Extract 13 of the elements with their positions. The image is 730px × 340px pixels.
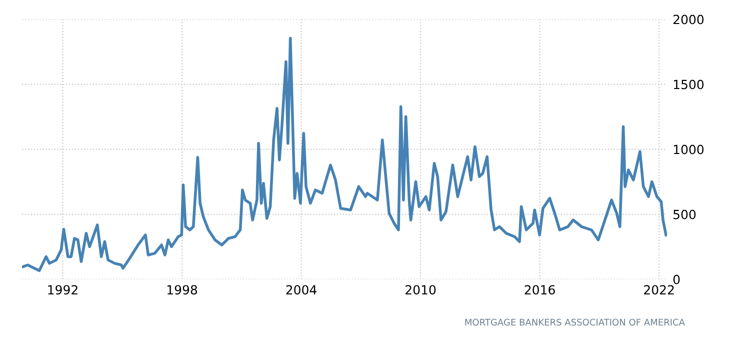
y-tick-label: 1000 bbox=[674, 144, 704, 154]
y-tick-label: 1500 bbox=[674, 80, 704, 90]
x-tick-label: 2010 bbox=[406, 285, 436, 295]
y-tick-label: 2000 bbox=[673, 14, 704, 24]
y-tick-label: 500 bbox=[674, 210, 696, 220]
line-series bbox=[22, 36, 667, 272]
x-tick-label: 2016 bbox=[524, 285, 555, 295]
x-tick-label: 1998 bbox=[167, 285, 198, 295]
x-tick-label: 2022 bbox=[644, 285, 674, 295]
x-tick-label: 1992 bbox=[48, 285, 78, 295]
text: MORTGAGE BANKERS ASSOCIATION OF AMERICA bbox=[465, 318, 685, 326]
x-tick-label: 2004 bbox=[286, 285, 316, 295]
y-tick-label: 0 bbox=[673, 274, 680, 284]
